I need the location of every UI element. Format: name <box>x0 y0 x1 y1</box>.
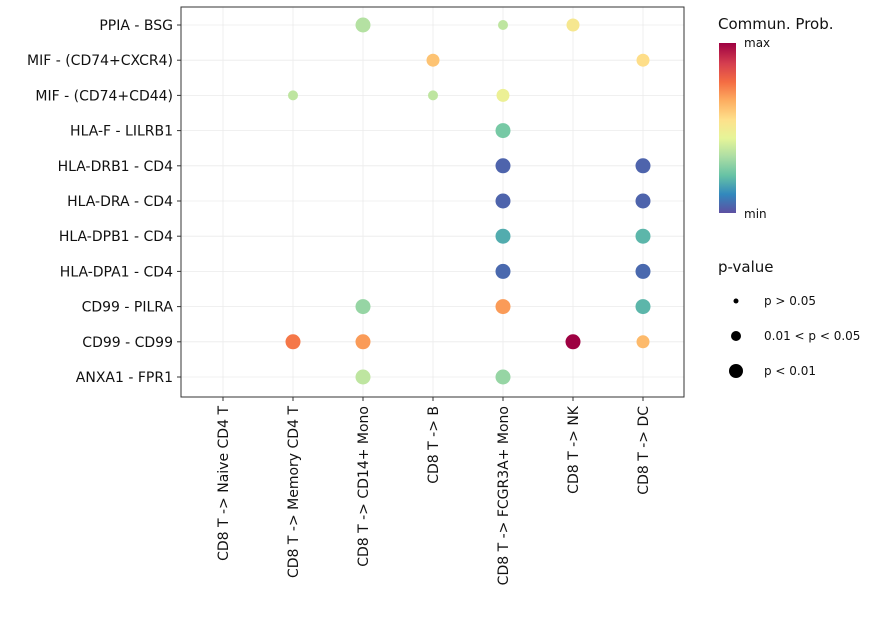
data-point <box>495 228 511 244</box>
size-legend-label-1: 0.01 < p < 0.05 <box>764 329 860 343</box>
grid-lines <box>181 7 684 397</box>
data-point <box>288 90 298 101</box>
y-tick-label: CD99 - CD99 <box>82 335 173 351</box>
size-legend: p-value p > 0.05 0.01 < p < 0.05 p < 0.0… <box>718 258 860 378</box>
size-legend-label-2: p < 0.01 <box>764 364 816 378</box>
data-point <box>285 334 301 350</box>
data-point <box>636 335 650 349</box>
color-legend-title: Commun. Prob. <box>718 15 834 33</box>
size-legend-dot-large <box>729 364 743 378</box>
data-point <box>635 263 651 279</box>
data-point <box>495 369 511 385</box>
data-point <box>565 334 581 350</box>
data-point <box>495 123 511 139</box>
color-legend-bar <box>719 43 736 213</box>
data-point <box>495 158 511 174</box>
data-point <box>355 17 371 33</box>
data-point <box>355 299 371 315</box>
data-point <box>495 263 511 279</box>
data-point <box>635 228 651 244</box>
data-point <box>495 299 511 315</box>
size-legend-title: p-value <box>718 258 774 276</box>
data-point <box>635 193 651 209</box>
data-point <box>428 90 438 101</box>
x-axis-ticks: CD8 T -> Naive CD4 T CD8 T -> Memory CD4 … <box>216 397 652 585</box>
size-legend-dot-small <box>733 298 739 304</box>
color-legend-max: max <box>744 36 770 50</box>
x-tick-label: CD8 T -> Naive CD4 T <box>216 406 232 561</box>
data-point <box>566 18 580 32</box>
data-point <box>355 369 371 385</box>
data-point <box>426 53 440 67</box>
y-tick-label: HLA-DRA - CD4 <box>67 194 173 210</box>
y-tick-label: MIF - (CD74+CD44) <box>35 88 173 104</box>
data-point <box>498 20 508 30</box>
x-tick-label: CD8 T -> CD14+ Mono <box>356 406 372 567</box>
size-legend-label-0: p > 0.05 <box>764 294 816 308</box>
data-point <box>496 88 510 102</box>
data-point <box>355 334 371 350</box>
y-tick-label: HLA-F - LILRB1 <box>70 124 173 140</box>
size-legend-dot-medium <box>731 331 741 341</box>
x-tick-label: CD8 T -> Memory CD4 T <box>286 406 302 578</box>
data-point <box>635 299 651 315</box>
data-point <box>636 53 650 67</box>
y-tick-label: MIF - (CD74+CXCR4) <box>27 53 173 69</box>
x-tick-label: CD8 T -> NK <box>566 405 582 494</box>
x-tick-label: CD8 T -> DC <box>636 406 652 495</box>
data-point <box>635 158 651 174</box>
x-tick-label: CD8 T -> B <box>426 406 442 484</box>
data-point <box>495 193 511 209</box>
y-tick-label: PPIA - BSG <box>99 18 173 34</box>
y-tick-label: CD99 - PILRA <box>82 300 174 316</box>
y-axis-ticks: PPIA - BSG MIF - (CD74+CXCR4) MIF - (CD74+… <box>27 18 181 386</box>
data-points <box>285 17 651 385</box>
color-legend-min: min <box>744 207 767 221</box>
y-tick-label: HLA-DRB1 - CD4 <box>58 159 173 175</box>
x-tick-label: CD8 T -> FCGR3A+ Mono <box>496 406 512 585</box>
y-tick-label: ANXA1 - FPR1 <box>76 370 173 386</box>
color-legend: Commun. Prob. max min <box>718 15 834 221</box>
y-tick-label: HLA-DPB1 - CD4 <box>59 229 173 245</box>
y-tick-label: HLA-DPA1 - CD4 <box>60 264 173 280</box>
